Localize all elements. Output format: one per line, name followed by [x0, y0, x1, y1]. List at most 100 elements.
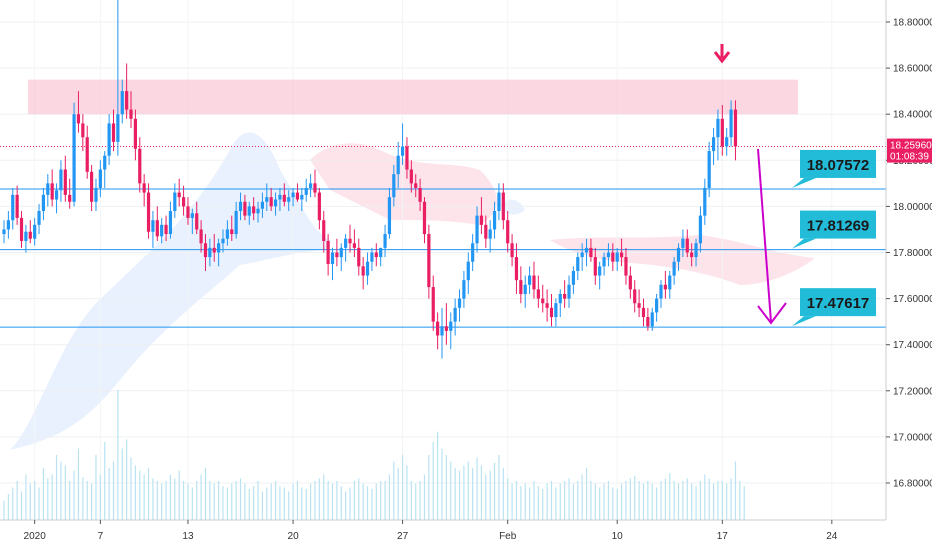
- candle-body: [563, 293, 567, 299]
- candle-body: [374, 252, 378, 258]
- candle-up: [523, 275, 527, 308]
- candle-body: [532, 275, 536, 290]
- level-callout-box[interactable]: [800, 210, 876, 239]
- time-tick-label: 27: [397, 531, 409, 542]
- candle-body: [278, 194, 282, 200]
- volume-bar: [546, 483, 548, 520]
- candle-body: [335, 252, 339, 258]
- candle-body: [344, 238, 348, 248]
- volume-bar: [239, 478, 242, 520]
- volume-bar: [38, 487, 40, 520]
- candle-body: [510, 243, 514, 258]
- current-price-label: 18.25960: [890, 141, 932, 152]
- candle-up: [449, 312, 453, 350]
- volume-bar: [467, 461, 469, 520]
- price-axis-bg: [886, 0, 932, 550]
- candle-up: [33, 217, 37, 246]
- candle-down: [624, 247, 628, 285]
- volume-bar: [345, 491, 347, 520]
- volume-bar: [218, 481, 220, 520]
- volume-bar: [182, 481, 185, 520]
- price-tick-label: 17.40000: [893, 340, 932, 351]
- candle-up: [247, 201, 251, 225]
- volume-bar: [310, 483, 312, 520]
- volume-bar: [331, 483, 334, 520]
- time-tick-label: 24: [826, 531, 838, 542]
- volume-bar: [507, 478, 509, 520]
- candle-body: [199, 229, 203, 244]
- volume-bar: [568, 478, 570, 520]
- candle-body: [541, 298, 545, 304]
- volume-bar: [612, 487, 614, 520]
- candle-up: [729, 100, 733, 147]
- volume-bar: [244, 483, 246, 520]
- candle-down: [357, 238, 361, 276]
- cloud-pink-right: [550, 235, 815, 285]
- candle-body: [379, 247, 383, 258]
- candle-up: [703, 178, 707, 225]
- candle-down: [186, 197, 190, 225]
- candle-body: [326, 240, 330, 265]
- candle-body: [260, 201, 265, 209]
- candle-down: [541, 284, 545, 313]
- candle-body: [598, 266, 602, 276]
- volume-bar: [7, 494, 9, 520]
- candle-down: [230, 215, 234, 241]
- candle-body: [28, 231, 32, 239]
- volume-bar: [353, 481, 355, 520]
- volume-bar: [91, 483, 93, 520]
- candle-body: [707, 151, 711, 188]
- candle-down: [532, 261, 536, 299]
- candle-down: [519, 266, 523, 304]
- volume-bar: [47, 478, 49, 520]
- price-axis[interactable]: 18.8000018.6000018.4000018.2000018.00000…: [885, 0, 932, 550]
- candle-body: [313, 183, 317, 193]
- candle-up: [725, 128, 729, 156]
- candle-body: [309, 183, 313, 188]
- volume-bar: [384, 481, 386, 520]
- candle-down: [85, 125, 89, 179]
- volume-bar: [340, 486, 342, 520]
- volume-bar: [42, 468, 45, 520]
- candle-body: [655, 298, 659, 313]
- volume-bar: [366, 486, 369, 520]
- candle-body: [545, 303, 549, 308]
- current-price-badge[interactable]: [887, 138, 932, 163]
- candle-body: [46, 183, 50, 195]
- candle-up: [190, 208, 194, 235]
- candle-down: [177, 178, 181, 207]
- volume-bar: [739, 481, 741, 520]
- candle-body: [203, 243, 208, 258]
- candle-up: [698, 206, 703, 253]
- time-tick-label: 20: [288, 531, 300, 542]
- candle-down: [641, 298, 646, 327]
- candle-body: [602, 257, 606, 267]
- candle-body: [659, 284, 663, 299]
- candle-body: [72, 114, 76, 202]
- candle-body: [584, 247, 589, 253]
- candle-body: [593, 257, 597, 276]
- candle-down: [536, 275, 540, 308]
- candle-body: [125, 91, 129, 110]
- candle-body: [663, 284, 667, 290]
- candle-body: [243, 201, 247, 216]
- candle-up: [300, 187, 304, 212]
- volume-bar: [493, 462, 496, 520]
- candle-body: [68, 194, 72, 202]
- candle-body: [436, 321, 440, 336]
- volume-bar: [393, 461, 395, 520]
- candle-up: [571, 266, 575, 294]
- forecast-arrow-line: [757, 148, 772, 323]
- level-callout-box[interactable]: [800, 149, 876, 178]
- volume-bar: [204, 468, 207, 520]
- candle-down: [549, 293, 554, 327]
- time-axis[interactable]: 20207132027Feb101724Mar: [0, 519, 932, 550]
- level-callout-box[interactable]: [800, 288, 876, 317]
- candle-up: [554, 298, 558, 327]
- volume-bar: [327, 481, 329, 520]
- volume-bar: [99, 474, 101, 520]
- candle-up: [173, 183, 177, 218]
- candle-up: [330, 247, 335, 281]
- candle-body: [190, 213, 194, 218]
